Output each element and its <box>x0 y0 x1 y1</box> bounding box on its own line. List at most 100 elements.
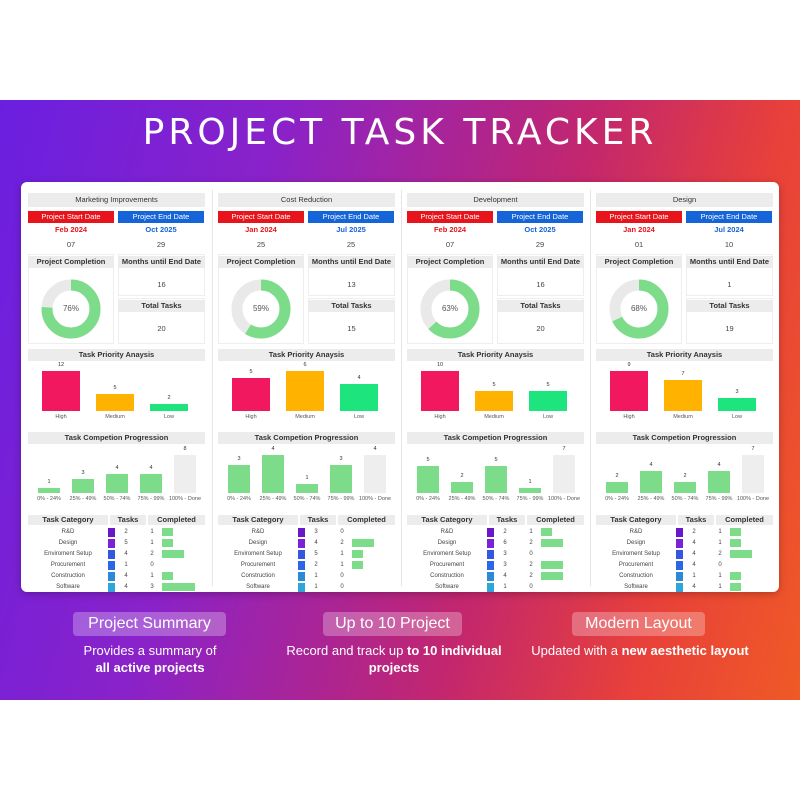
category-color-swatch <box>108 583 115 592</box>
category-name: Software <box>435 584 459 590</box>
priority-value: 7 <box>681 370 685 377</box>
category-name: Software <box>56 584 80 590</box>
progression-bar <box>674 482 696 493</box>
category-name: R&D <box>61 529 75 535</box>
category-completed: 1 <box>529 529 533 535</box>
category-name: Construction <box>51 573 85 579</box>
start-month: Feb 2024 <box>54 225 88 234</box>
project-name: Design <box>596 193 773 207</box>
category-completed-bar <box>730 572 741 580</box>
completion-arc <box>231 279 291 339</box>
project-card: Cost Reduction Project Start Date Project … <box>218 190 395 592</box>
category-completed: 2 <box>529 540 533 546</box>
category-name: Enviroment Setup <box>612 551 660 557</box>
priority-bar <box>96 394 134 411</box>
category-completed: 2 <box>718 551 722 557</box>
category-completed-bar <box>730 528 741 536</box>
start-day: 07 <box>445 240 455 249</box>
category-name: Procurement <box>240 562 276 568</box>
category-name: Procurement <box>429 562 465 568</box>
category-color-swatch <box>298 572 305 581</box>
priority-title: Task Priority Anaysis <box>596 349 773 361</box>
progression-label: 50% - 74% <box>293 496 321 502</box>
progression-value: 1 <box>305 474 309 481</box>
completion-label: Project Completion <box>28 256 114 268</box>
category-completed-bar <box>541 572 563 580</box>
end-day: 10 <box>724 240 734 249</box>
category-completed: 0 <box>529 584 533 590</box>
months-value: 16 <box>536 280 545 289</box>
priority-bar <box>475 391 513 411</box>
category-name: Software <box>246 584 270 590</box>
category-name: Enviroment Setup <box>234 551 282 557</box>
priority-value: 10 <box>436 362 444 368</box>
completed-header: Completed <box>716 515 773 525</box>
category-tasks: 3 <box>503 551 507 557</box>
total-label: Total Tasks <box>686 300 773 312</box>
project-card: Design Project Start Date Project End Date… <box>596 190 773 592</box>
category-completed: 1 <box>340 551 344 557</box>
category-completed: 1 <box>150 529 154 535</box>
priority-label: Low <box>731 414 743 420</box>
progression-bar <box>38 488 60 493</box>
end-month: Jul 2024 <box>714 225 744 234</box>
category-completed-bar <box>162 550 184 558</box>
total-value: 20 <box>157 324 166 333</box>
category-color-swatch <box>298 539 305 548</box>
completion-label: Project Completion <box>596 256 682 268</box>
category-color-swatch <box>108 528 115 537</box>
completion-donut: 68% <box>606 276 672 342</box>
category-completed-bar <box>541 561 563 569</box>
category-tasks: 4 <box>314 540 318 546</box>
months-value: 13 <box>347 280 356 289</box>
progression-bar <box>742 455 764 493</box>
category-header: Task Category <box>407 515 487 525</box>
months-label: Months until End Date <box>686 256 773 268</box>
end-day: 29 <box>535 240 545 249</box>
category-tasks: 2 <box>692 529 696 535</box>
category-completed-bar <box>352 550 363 558</box>
category-tasks: 4 <box>692 562 696 568</box>
priority-label: High <box>245 414 257 420</box>
priority-value: 3 <box>735 388 739 395</box>
progression-title: Task Competion Progression <box>596 432 773 444</box>
completed-header: Completed <box>338 515 395 525</box>
category-completed: 1 <box>718 584 722 590</box>
progression-bar <box>364 455 386 493</box>
feature-pill-projects: Up to 10 Project <box>323 612 462 636</box>
start-date-label: Project Start Date <box>596 211 682 223</box>
progression-label: 100% - Done <box>168 496 202 502</box>
priority-label: Medium <box>484 414 504 420</box>
total-value: 19 <box>725 324 734 333</box>
priority-value: 5 <box>546 382 550 388</box>
progression-label: 0% - 24% <box>37 496 61 502</box>
end-date-label: Project End Date <box>686 211 772 223</box>
tasks-header: Tasks <box>300 515 336 525</box>
category-completed: 0 <box>150 562 154 568</box>
category-color-swatch <box>298 528 305 537</box>
progression-label: 0% - 24% <box>605 496 629 502</box>
project-card: Marketing Improvements Project Start Date… <box>28 190 205 592</box>
progression-bar <box>708 471 730 493</box>
tasks-header: Tasks <box>110 515 146 525</box>
progression-title: Task Competion Progression <box>218 432 395 444</box>
category-name: Enviroment Setup <box>423 551 471 557</box>
progression-bar <box>330 464 352 493</box>
completion-donut: 59% <box>228 276 294 342</box>
category-completed: 2 <box>340 540 344 546</box>
category-color-swatch <box>298 583 305 592</box>
progression-bar <box>485 465 507 493</box>
progression-title: Task Competion Progression <box>407 432 584 444</box>
start-date-label: Project Start Date <box>407 211 493 223</box>
category-tasks: 3 <box>503 562 507 568</box>
end-month: Oct 2025 <box>524 225 556 234</box>
category-tasks: 4 <box>692 584 696 590</box>
category-color-swatch <box>676 539 683 548</box>
completion-percent: 59% <box>252 304 269 313</box>
progression-bar <box>106 474 128 493</box>
months-label: Months until End Date <box>308 256 395 268</box>
progression-value: 3 <box>237 455 241 462</box>
priority-value: 6 <box>303 362 307 368</box>
progression-title: Task Competion Progression <box>28 432 205 444</box>
category-completed: 2 <box>529 573 533 579</box>
